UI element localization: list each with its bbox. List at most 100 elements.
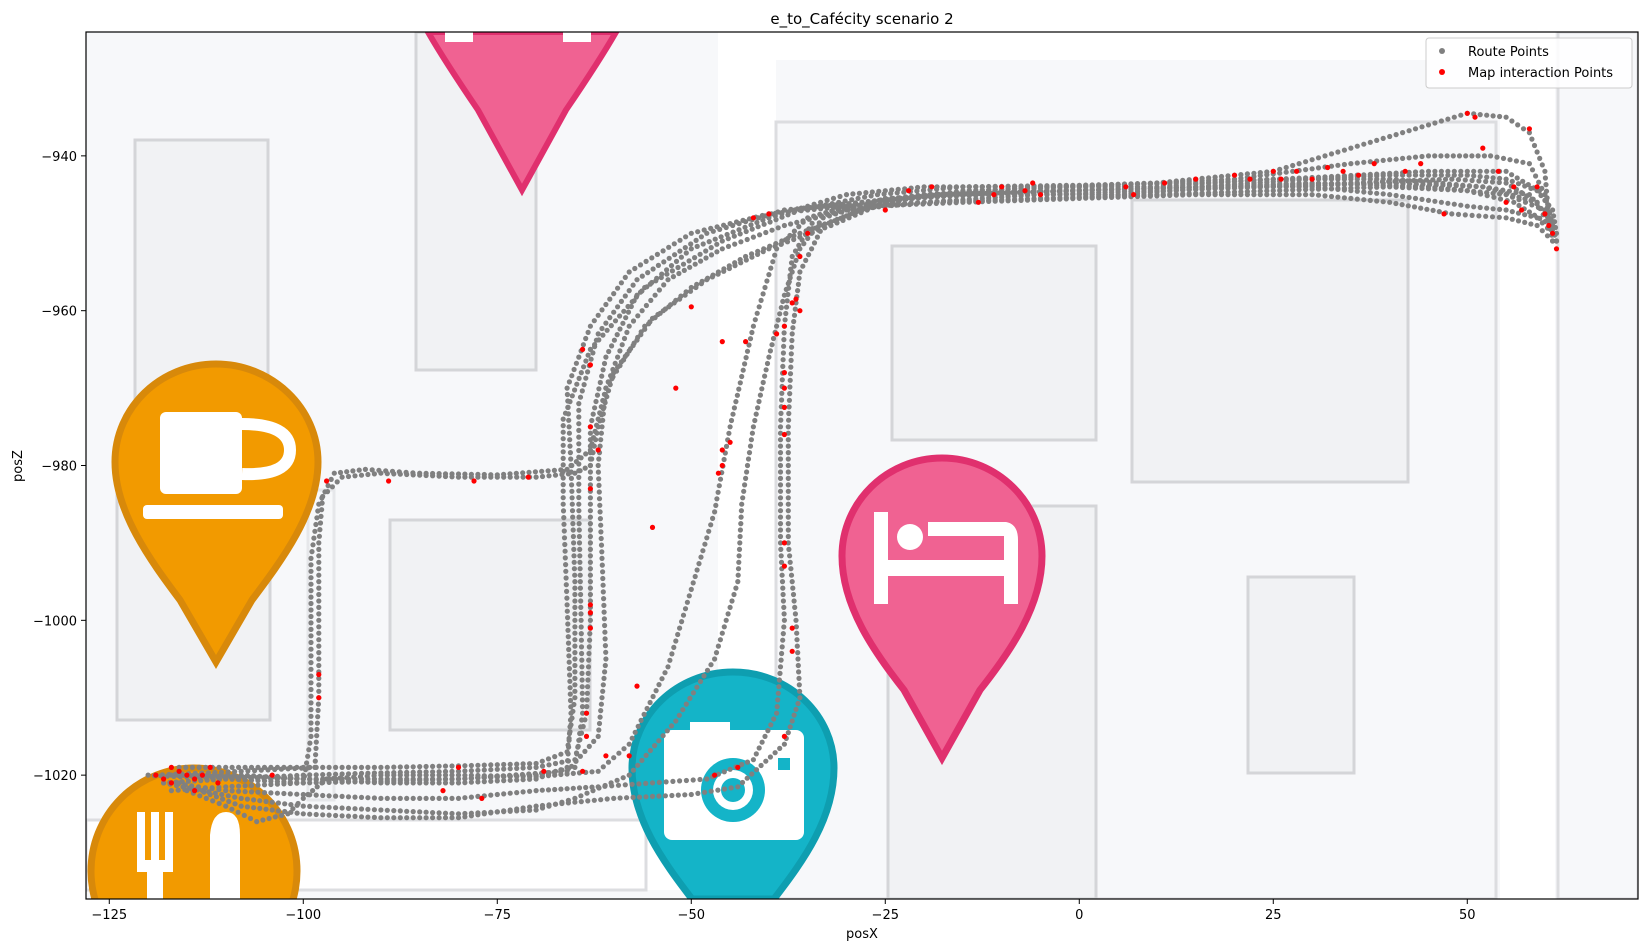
map-interaction-point (580, 768, 586, 774)
route-point (721, 266, 727, 272)
route-point (314, 733, 320, 739)
route-point (285, 766, 291, 772)
route-point (552, 801, 559, 807)
route-point (947, 192, 953, 199)
route-point (843, 192, 850, 198)
route-point (1070, 183, 1076, 189)
route-point (777, 443, 784, 449)
route-point (598, 797, 604, 803)
route-point (356, 467, 362, 473)
route-point (308, 680, 314, 686)
route-point (391, 776, 397, 782)
route-point (232, 801, 238, 807)
route-point (430, 795, 436, 802)
route-point (313, 804, 319, 810)
route-point (468, 762, 474, 769)
route-point (1180, 177, 1186, 183)
map-block (1556, 32, 1638, 899)
map-interaction-point (603, 753, 609, 759)
route-point (570, 533, 577, 540)
map-interaction-point (1534, 184, 1540, 190)
route-point (778, 417, 784, 423)
route-point (1400, 193, 1406, 200)
route-point (571, 559, 577, 565)
route-point (384, 776, 390, 782)
map-interaction-point (587, 610, 594, 616)
route-point (1251, 183, 1257, 189)
map-interaction-point (595, 447, 601, 453)
route-point (507, 772, 513, 779)
route-point (586, 650, 592, 657)
route-point (714, 224, 720, 230)
route-point (639, 273, 645, 279)
route-point (533, 760, 539, 767)
route-point (682, 792, 688, 798)
route-point (1360, 179, 1367, 186)
route-point (569, 763, 575, 769)
route-point (1341, 195, 1347, 201)
route-point (769, 227, 775, 233)
route-point (652, 743, 658, 749)
route-point (779, 572, 785, 578)
route-point (1147, 180, 1153, 186)
route-point (1483, 213, 1489, 219)
route-point (455, 471, 462, 477)
route-point (589, 456, 595, 462)
route-point (384, 815, 390, 821)
route-point (1494, 154, 1500, 160)
route-point (339, 793, 345, 800)
map-interaction-point (805, 230, 811, 236)
route-point (1109, 181, 1115, 188)
map-interaction-point (797, 308, 803, 314)
route-point (778, 241, 784, 247)
route-point (560, 495, 566, 501)
route-point (606, 348, 612, 355)
route-point (314, 726, 320, 733)
route-point (442, 772, 449, 778)
route-point (1478, 191, 1484, 197)
route-point (1503, 114, 1509, 120)
route-point (569, 462, 575, 469)
route-point (300, 791, 306, 798)
route-point (1044, 195, 1050, 201)
route-point (1134, 181, 1141, 187)
route-point (622, 782, 628, 788)
route-point (533, 807, 539, 813)
route-point (1412, 154, 1419, 160)
route-point (809, 220, 815, 226)
route-point (333, 793, 339, 799)
route-point (777, 521, 784, 527)
route-point (739, 501, 745, 507)
route-point (305, 753, 311, 759)
route-point (666, 244, 672, 250)
route-point (560, 462, 566, 468)
route-point (1341, 147, 1347, 153)
route-point (572, 650, 578, 656)
route-point (781, 611, 787, 617)
route-point (316, 637, 322, 643)
route-point (1445, 200, 1451, 206)
route-point (1432, 186, 1438, 192)
route-point (449, 471, 455, 477)
route-point (597, 443, 603, 449)
route-point (1367, 197, 1373, 203)
route-point (1322, 193, 1328, 199)
route-point (278, 766, 284, 772)
route-point (532, 770, 538, 777)
route-point (1303, 181, 1309, 188)
route-point (232, 794, 238, 800)
legend-marker-route-points (1439, 48, 1445, 54)
route-point (643, 752, 649, 759)
route-point (766, 215, 772, 221)
route-point (596, 496, 603, 502)
route-point (656, 738, 662, 744)
route-point (242, 789, 248, 795)
route-point (316, 566, 322, 572)
y-tick-label: −940 (41, 150, 77, 165)
route-point (759, 212, 766, 219)
route-point (1296, 182, 1302, 188)
route-point (520, 474, 526, 480)
route-point (345, 776, 352, 782)
route-point (578, 637, 585, 643)
route-point (389, 468, 396, 474)
